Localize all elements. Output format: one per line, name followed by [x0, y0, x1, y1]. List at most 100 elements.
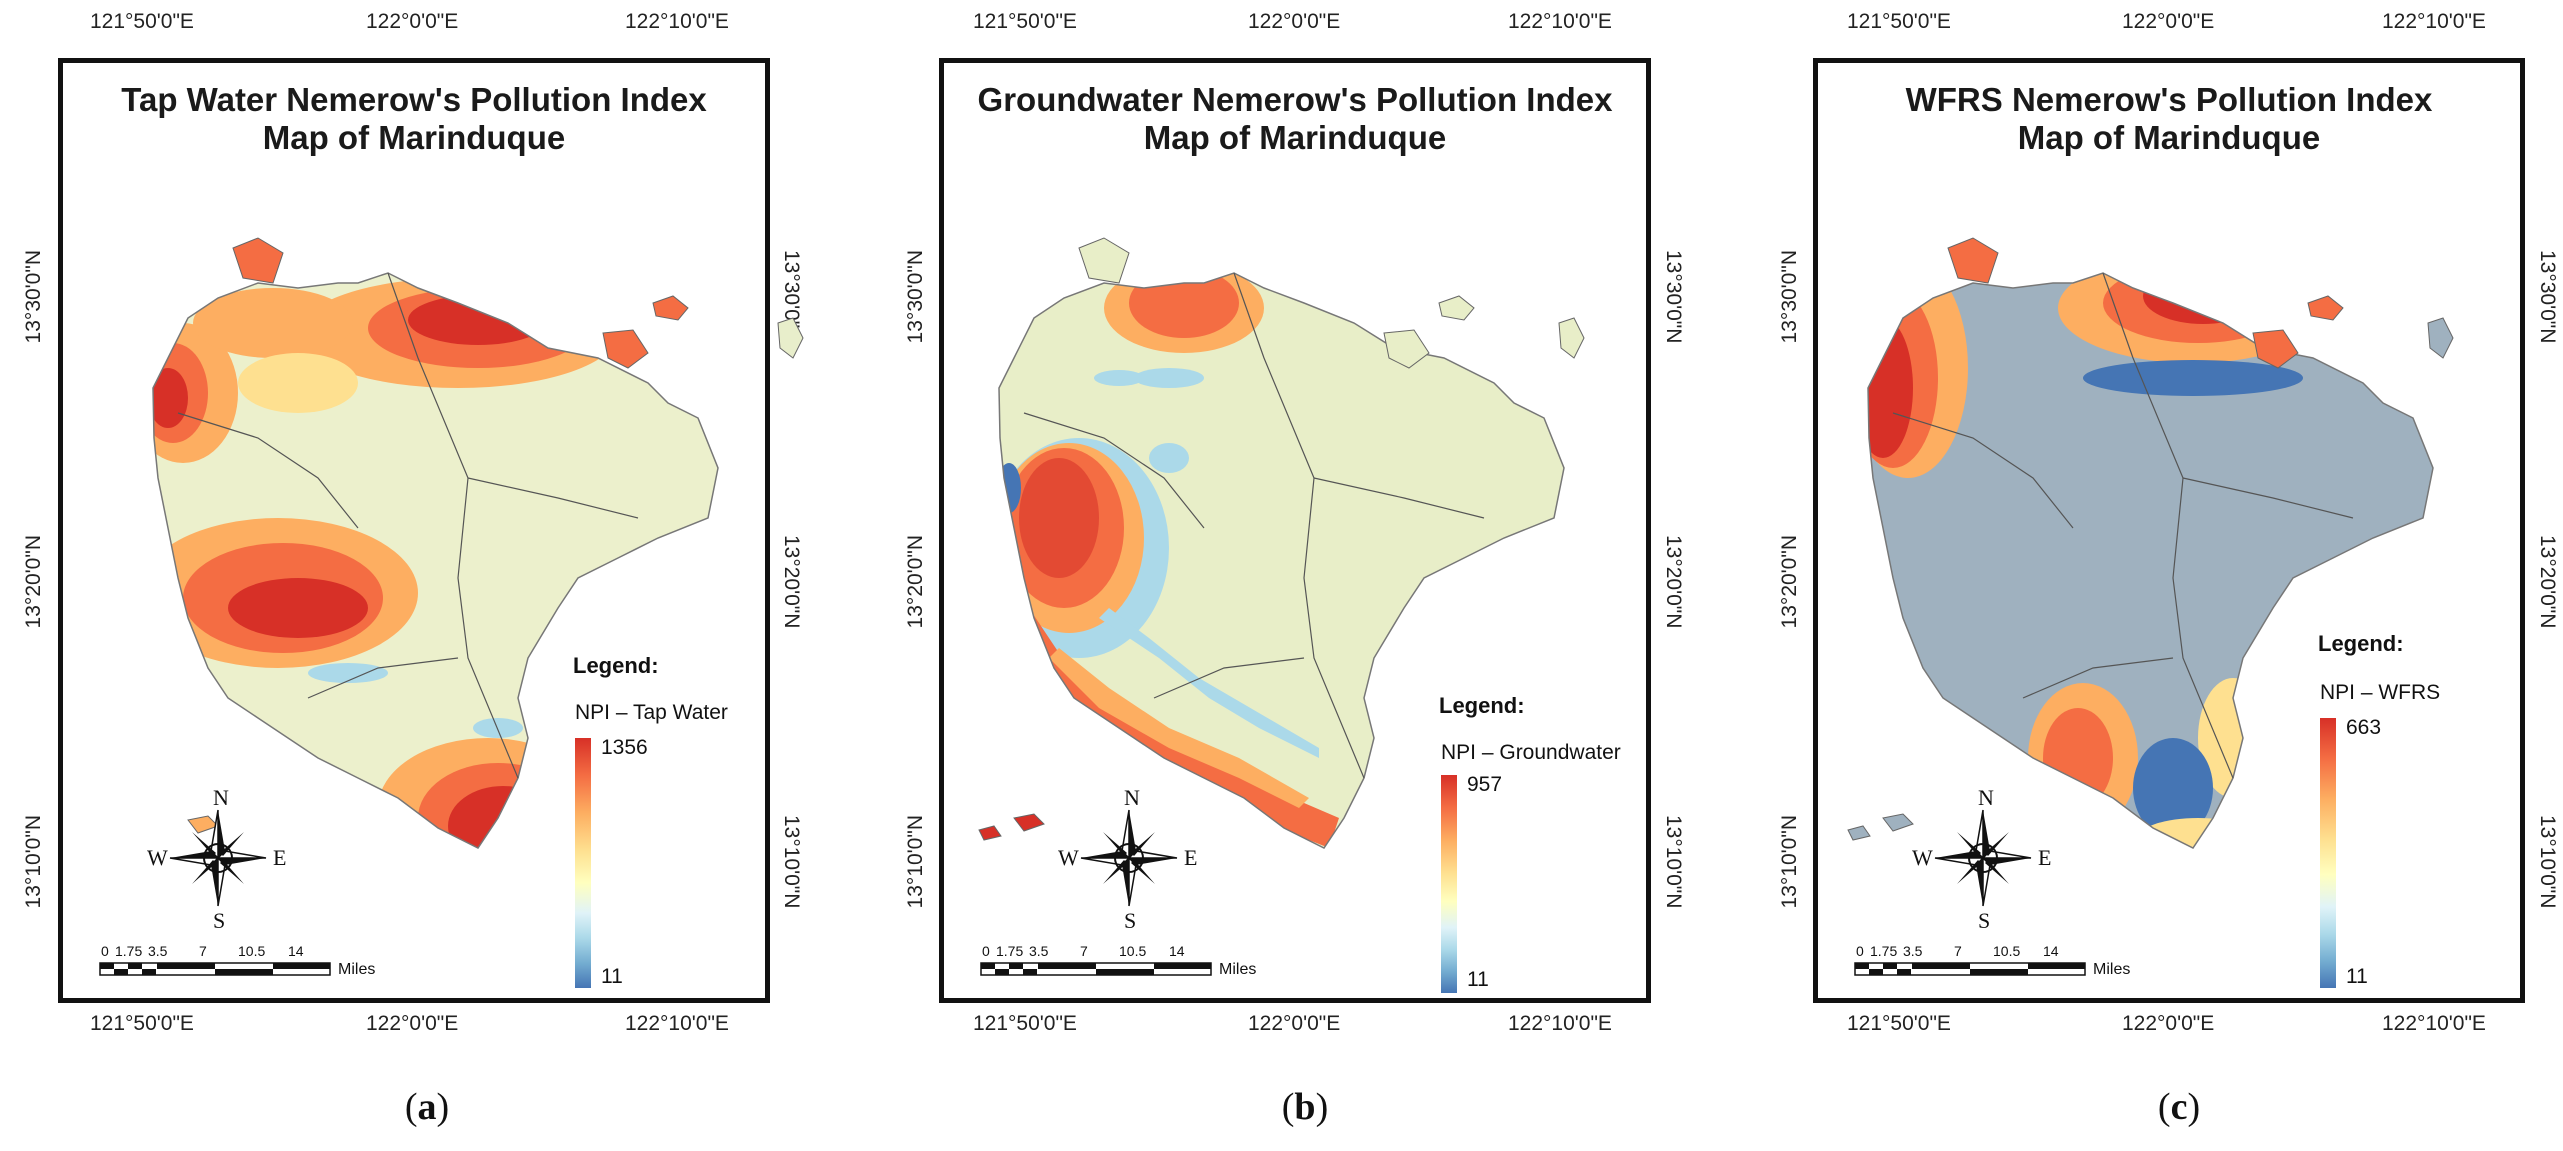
lat-label-left-2: 13°20'0"N: [904, 535, 927, 629]
compass-s: S: [1124, 908, 1136, 933]
map-frame: Tap Water Nemerow's Pollution Index Map …: [58, 58, 804, 1003]
map-title-line1: Tap Water Nemerow's Pollution Index: [121, 81, 707, 118]
map-title-line2: Map of Marinduque: [1143, 119, 1447, 156]
legend-max-value: 957: [1467, 773, 1503, 796]
legend-color-ramp: [2320, 718, 2336, 988]
lat-label-right-3: 13°10'0"N: [780, 815, 803, 909]
panel-a: 121°50'0"E 122°0'0"E 122°10'0"E 121°50'0…: [0, 0, 854, 1151]
scale-unit: Miles: [2093, 961, 2131, 978]
legend-name: NPI – Tap Water: [575, 701, 728, 724]
caption-c: (c): [2157, 1086, 2201, 1128]
map-title-line1: WFRS Nemerow's Pollution Index: [1905, 81, 2433, 118]
lat-label-right-2: 13°20'0"N: [1662, 535, 1685, 629]
north-arrow: N S E W: [1912, 785, 2051, 933]
lat-label-right-1: 13°30'0"N: [1662, 250, 1685, 344]
lat-label-left-2: 13°20'0"N: [22, 535, 45, 629]
lon-label-bottom-3: 122°10'0"E: [1508, 1012, 1612, 1035]
compass-n: N: [1978, 785, 1994, 810]
scale-tick-0: 0: [1856, 943, 1864, 959]
compass-s: S: [1978, 908, 1990, 933]
lon-label-top-1: 121°50'0"E: [973, 10, 1077, 33]
north-arrow: N S E W: [1058, 785, 1197, 933]
legend-name: NPI – WFRS: [2320, 681, 2441, 704]
compass-n: N: [213, 785, 229, 810]
panel-b: 121°50'0"E 122°0'0"E 122°10'0"E 121°50'0…: [878, 0, 1732, 1151]
scale-tick-0: 0: [982, 943, 990, 959]
legend-name: NPI – Groundwater: [1441, 741, 1621, 764]
legend-color-ramp: [1441, 775, 1457, 993]
north-arrow: N S E W: [147, 785, 286, 933]
lon-label-bottom-1: 121°50'0"E: [90, 1012, 194, 1035]
scale-tick-3: 7: [199, 943, 207, 959]
scale-tick-4: 10.5: [1119, 943, 1147, 959]
legend-title: Legend:: [573, 653, 659, 678]
lat-label-left-3: 13°10'0"N: [904, 815, 927, 909]
panel-c: 121°50'0"E 122°0'0"E 122°10'0"E 121°50'0…: [1752, 0, 2563, 1151]
lon-label-bottom-1: 121°50'0"E: [973, 1012, 1077, 1035]
scale-unit: Miles: [1219, 961, 1257, 978]
compass-s: S: [213, 908, 225, 933]
scale-tick-5: 14: [1169, 943, 1185, 959]
compass-e: E: [273, 845, 286, 870]
lat-label-right-2: 13°20'0"N: [780, 535, 803, 629]
lat-label-right-3: 13°10'0"N: [1662, 815, 1685, 909]
compass-e: E: [1184, 845, 1197, 870]
legend-max-value: 1356: [601, 736, 648, 759]
scale-tick-1: 1.75: [115, 943, 143, 959]
compass-w: W: [1058, 845, 1079, 870]
caption-letter: b: [1294, 1086, 1316, 1128]
lon-label-top-1: 121°50'0"E: [90, 10, 194, 33]
lon-label-top-3: 122°10'0"E: [625, 10, 729, 33]
caption-b: (b): [1281, 1086, 1329, 1128]
compass-n: N: [1124, 785, 1140, 810]
compass-w: W: [147, 845, 168, 870]
legend-min-value: 11: [2346, 965, 2368, 988]
legend-min-value: 11: [601, 965, 623, 988]
scale-tick-4: 10.5: [1993, 943, 2021, 959]
lat-label-right-3: 13°10'0"N: [2536, 815, 2559, 909]
compass-w: W: [1912, 845, 1933, 870]
scale-tick-0: 0: [101, 943, 109, 959]
lon-label-top-2: 122°0'0"E: [366, 10, 459, 33]
legend-title: Legend:: [2318, 631, 2404, 656]
lon-label-bottom-3: 122°10'0"E: [625, 1012, 729, 1035]
lon-label-bottom-1: 121°50'0"E: [1847, 1012, 1951, 1035]
lon-label-bottom-2: 122°0'0"E: [2122, 1012, 2215, 1035]
scale-tick-2: 3.5: [1903, 943, 1923, 959]
lon-label-top-3: 122°10'0"E: [1508, 10, 1612, 33]
caption-letter: a: [417, 1086, 437, 1128]
scale-tick-4: 10.5: [238, 943, 266, 959]
legend-title: Legend:: [1439, 693, 1525, 718]
lat-label-left-2: 13°20'0"N: [1778, 535, 1801, 629]
legend-min-value: 11: [1467, 968, 1489, 991]
lat-label-left-1: 13°30'0"N: [22, 250, 45, 344]
map-frame: WFRS Nemerow's Pollution Index Map of Ma…: [1813, 58, 2525, 1003]
scale-tick-2: 3.5: [1029, 943, 1049, 959]
lon-label-top-2: 122°0'0"E: [2122, 10, 2215, 33]
scale-tick-1: 1.75: [996, 943, 1024, 959]
island-map: [1847, 237, 2454, 849]
scale-tick-5: 14: [2043, 943, 2059, 959]
lon-label-top-3: 122°10'0"E: [2382, 10, 2486, 33]
lon-label-top-2: 122°0'0"E: [1248, 10, 1341, 33]
lat-label-left-3: 13°10'0"N: [22, 815, 45, 909]
island-map: [152, 237, 804, 849]
lat-label-right-1: 13°30'0"N: [2536, 250, 2559, 344]
lon-label-bottom-2: 122°0'0"E: [1248, 1012, 1341, 1035]
compass-e: E: [2038, 845, 2051, 870]
scale-tick-2: 3.5: [148, 943, 168, 959]
lon-label-bottom-2: 122°0'0"E: [366, 1012, 459, 1035]
legend-color-ramp: [575, 738, 591, 988]
map-frame: Groundwater Nemerow's Pollution Index Ma…: [939, 58, 1651, 1003]
lon-label-top-1: 121°50'0"E: [1847, 10, 1951, 33]
lat-label-left-1: 13°30'0"N: [1778, 250, 1801, 344]
legend-max-value: 663: [2346, 716, 2382, 739]
map-title-line1: Groundwater Nemerow's Pollution Index: [977, 81, 1613, 118]
lat-label-left-1: 13°30'0"N: [904, 250, 927, 344]
caption-letter: c: [2170, 1086, 2188, 1128]
map-title-line2: Map of Marinduque: [2017, 119, 2321, 156]
lon-label-bottom-3: 122°10'0"E: [2382, 1012, 2486, 1035]
island-map: [978, 237, 1585, 849]
caption-a: (a): [404, 1086, 450, 1128]
lat-label-left-3: 13°10'0"N: [1778, 815, 1801, 909]
